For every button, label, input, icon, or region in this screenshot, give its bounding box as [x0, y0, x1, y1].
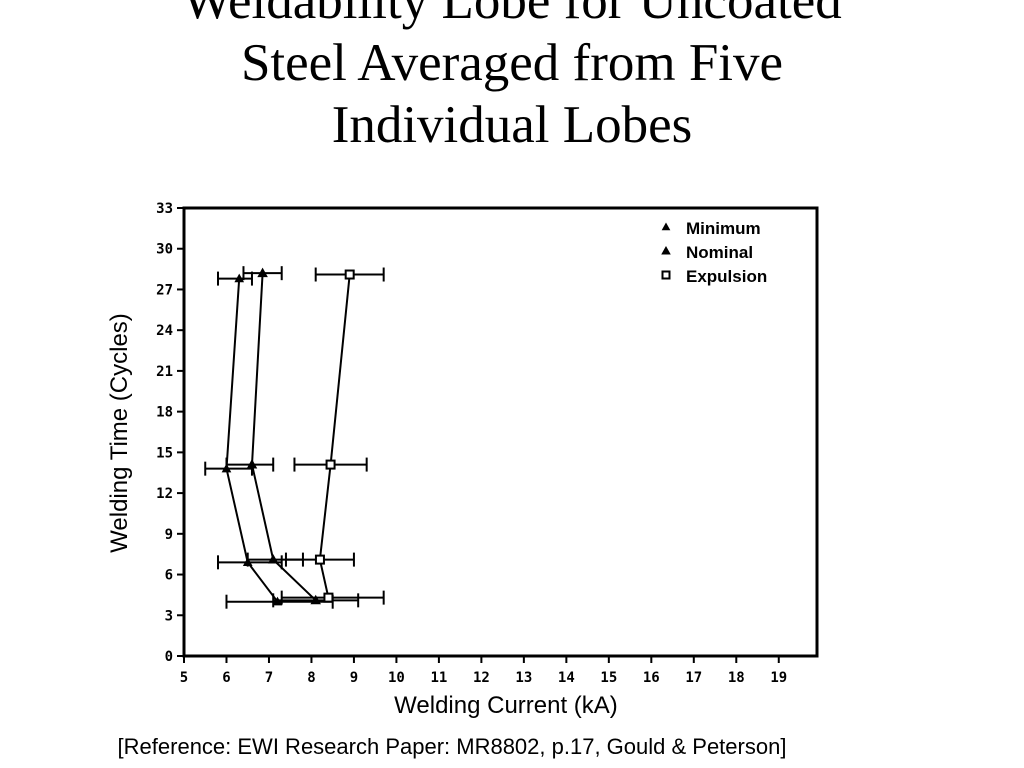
y-tick-label: 6: [165, 568, 173, 584]
nominal-marker: [661, 245, 671, 255]
x-tick-label: 18: [728, 670, 745, 686]
y-tick-label: 12: [156, 486, 173, 502]
minimum-marker: [661, 222, 671, 231]
x-tick-label: 13: [515, 670, 532, 686]
nominal-marker: [257, 267, 268, 278]
axes: 5 6 7 8 9 10 11 12 13 14 15 16 17 18 19 0 3 6 9 12 15 18 21 24 2…: [156, 201, 787, 686]
y-tick-label: 15: [156, 445, 173, 461]
reference-citation: [Reference: EWI Research Paper: MR8802, …: [117, 734, 787, 759]
legend-label: Nominal: [686, 243, 753, 262]
x-tick-label: 7: [265, 670, 273, 686]
series-expulsion: [280, 267, 385, 605]
y-tick-label: 27: [156, 282, 173, 298]
expulsion-marker: [323, 592, 334, 603]
series-line: [318, 274, 351, 598]
title-line: Weldability Lobe for Uncoated: [182, 0, 842, 30]
x-tick-label: 6: [222, 670, 230, 686]
nominal-marker: [310, 594, 321, 605]
series-nominal: [225, 266, 360, 608]
x-tick-label: 16: [643, 670, 660, 686]
expulsion-marker: [661, 270, 671, 280]
y-tick-label: 0: [165, 649, 173, 665]
series-line: [225, 278, 279, 603]
y-tick-label: 33: [156, 201, 173, 217]
y-tick-label: 21: [156, 364, 173, 380]
x-tick-label: 19: [770, 670, 787, 686]
x-tick-label: 8: [307, 670, 315, 686]
legend: Minimum Nominal Expulsion: [661, 219, 767, 286]
x-tick-label: 10: [388, 670, 405, 686]
x-tick-label: 12: [473, 670, 490, 686]
x-tick-label: 14: [558, 670, 575, 686]
legend-label: Minimum: [686, 219, 761, 238]
y-tick-label: 18: [156, 405, 173, 421]
y-tick-label: 30: [156, 242, 173, 258]
y-tick-label: 3: [165, 608, 173, 624]
plot-frame: [182, 206, 819, 658]
legend-label: Expulsion: [686, 267, 767, 286]
y-axis-label: Welding Time (Cycles): [106, 313, 133, 553]
slide-title: Weldability Lobe for Uncoated Steel Aver…: [0, 0, 1024, 156]
series-line: [250, 273, 317, 602]
expulsion-marker: [325, 459, 336, 470]
x-axis-label: Welding Current (kA): [394, 692, 618, 719]
x-tick-label: 9: [350, 670, 358, 686]
expulsion-marker: [344, 269, 355, 280]
expulsion-marker: [314, 554, 325, 565]
y-tick-label: 24: [156, 323, 173, 339]
title-line: Individual Lobes: [331, 96, 693, 154]
title-line: Steel Averaged from Five: [240, 34, 784, 92]
nominal-marker: [267, 554, 279, 564]
nominal-marker: [246, 459, 258, 469]
y-tick-label: 9: [165, 527, 173, 543]
x-tick-label: 5: [180, 670, 188, 686]
data-series: [204, 266, 385, 609]
x-tick-label: 17: [685, 670, 702, 686]
minimum-marker: [234, 273, 245, 283]
x-tick-label: 15: [600, 670, 617, 686]
series-minimum: [204, 271, 334, 609]
x-tick-label: 11: [430, 670, 447, 686]
